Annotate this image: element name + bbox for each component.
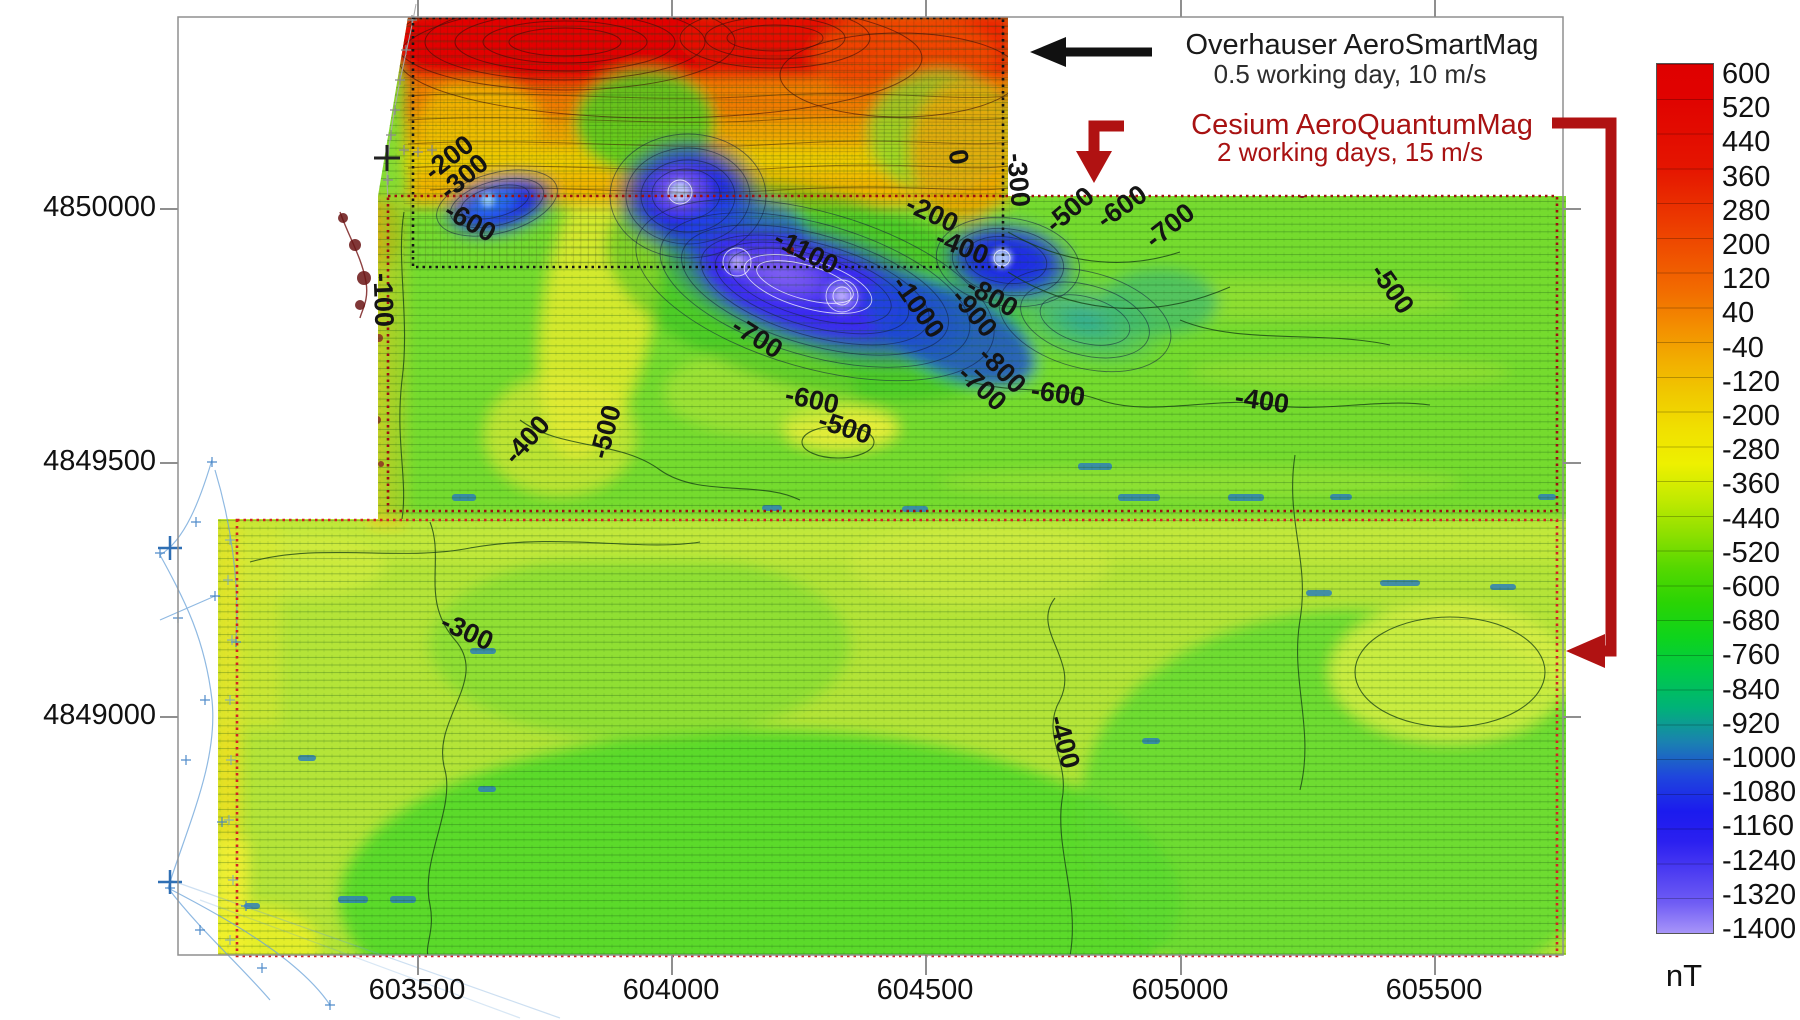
colorbar-label: 440	[1722, 126, 1771, 159]
colorbar-label: -680	[1722, 605, 1781, 638]
x-tick-bottom	[671, 956, 673, 975]
x-tick-bottom	[1180, 956, 1182, 975]
gps-track-lines	[154, 3, 561, 1019]
colorbar-label: -840	[1722, 673, 1781, 706]
colorbar-label: 280	[1722, 194, 1771, 227]
colorbar-label: -1080	[1722, 776, 1797, 809]
plot-frame	[177, 16, 1564, 956]
red-right-routing-arrow	[1552, 117, 1617, 668]
colorbar-label: -200	[1722, 400, 1781, 432]
y-tick-right	[1563, 462, 1581, 464]
colorbar-label: -1160	[1722, 810, 1795, 843]
cesium-lower-block-outline	[235, 518, 1559, 958]
colorbar-label: -440	[1722, 502, 1781, 535]
colorbar-label: 360	[1722, 160, 1771, 193]
y-tick-left	[160, 716, 178, 718]
y-tick-label: 4849500	[43, 445, 156, 477]
colorbar-label: -1400	[1722, 913, 1797, 945]
x-tick-label: 605000	[1131, 974, 1229, 1006]
x-tick-label: 605500	[1385, 974, 1483, 1006]
colorbar-label: -1000	[1722, 742, 1797, 774]
y-tick-left	[160, 208, 178, 210]
x-tick-top	[1434, 0, 1436, 17]
contour-lines	[249, 17, 1546, 955]
colorbar-label: -360	[1722, 468, 1781, 501]
x-tick-bottom	[417, 956, 419, 975]
x-tick-label: 604500	[876, 974, 974, 1006]
x-tick-top	[1180, 0, 1182, 17]
contour-label: -100	[367, 272, 400, 328]
colorbar-label: -520	[1722, 536, 1781, 569]
colorbar-label: -280	[1722, 434, 1781, 467]
x-tick-top	[925, 0, 927, 17]
colorbar-label: 120	[1722, 263, 1771, 296]
colorbar-label: 40	[1722, 297, 1755, 330]
survey-outlines	[235, 16, 1559, 958]
x-tick-bottom	[925, 956, 927, 975]
colorbar-label: 600	[1722, 58, 1771, 90]
colorbar-label: 200	[1722, 229, 1771, 261]
x-tick-label: 603500	[368, 974, 466, 1006]
annotation-arrows	[1030, 37, 1617, 668]
overhauser-block-outline	[411, 16, 1005, 269]
y-tick-right	[1563, 208, 1581, 210]
y-tick-label: 4850000	[43, 191, 156, 223]
black-left-arrow	[1030, 37, 1152, 67]
colorbar-label: -760	[1722, 639, 1781, 672]
x-tick-top	[417, 0, 419, 17]
colorbar-label: -920	[1722, 707, 1781, 740]
colorbar-label: -40	[1722, 331, 1764, 364]
colorbar	[1656, 63, 1714, 934]
survey2-subtitle: 2 working days, 15 m/s	[1217, 137, 1483, 167]
y-tick-right	[1563, 716, 1581, 718]
x-tick-label: 604000	[622, 974, 720, 1006]
survey1-subtitle: 0.5 working day, 10 m/s	[1213, 59, 1487, 89]
survey1-title: Overhauser AeroSmartMag	[1185, 29, 1539, 61]
colorbar-label: -120	[1722, 365, 1781, 398]
red-down-elbow-arrow	[1076, 120, 1124, 183]
survey2-title: Cesium AeroQuantumMag	[1191, 109, 1533, 141]
cesium-upper-block-outline	[386, 194, 1559, 513]
colorbar-label: 520	[1722, 92, 1771, 125]
contour-label: -300	[1001, 151, 1036, 209]
x-tick-bottom	[1434, 956, 1436, 975]
x-tick-top	[671, 0, 673, 17]
colorbar-unit-label: nT	[1665, 958, 1703, 993]
colorbar-label: -1240	[1722, 844, 1797, 877]
y-tick-label: 4849000	[43, 699, 156, 731]
colorbar-label: -1320	[1722, 878, 1797, 911]
y-tick-left	[160, 462, 178, 464]
colorbar-label: -600	[1722, 571, 1781, 603]
